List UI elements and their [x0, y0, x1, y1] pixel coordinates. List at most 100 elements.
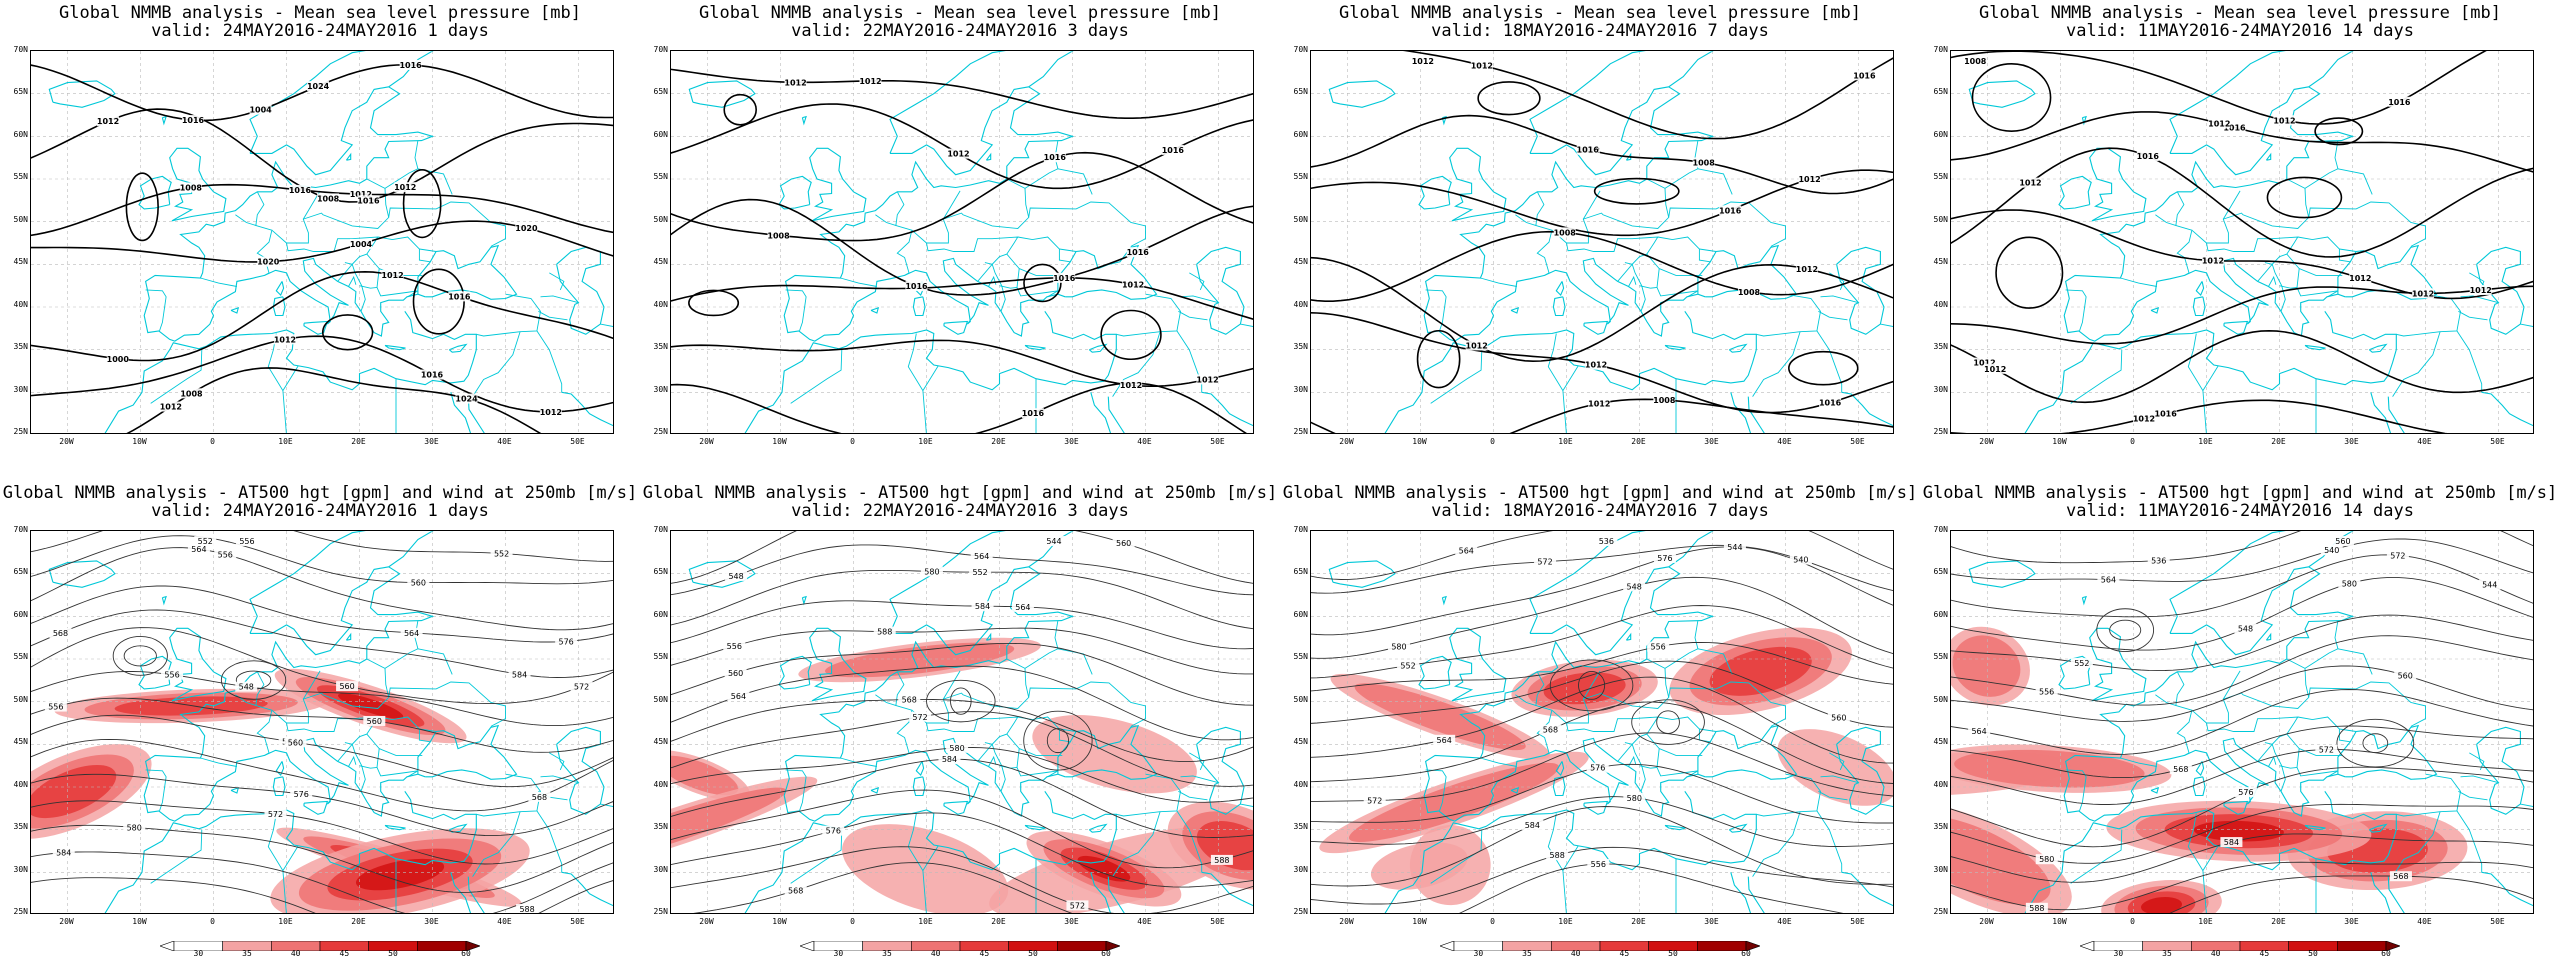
contours	[31, 531, 613, 913]
contour-label-bg	[357, 195, 380, 206]
border	[1028, 681, 1146, 727]
lat-tick-label: 65N	[653, 87, 668, 97]
border	[540, 295, 579, 304]
contour-cell	[1023, 710, 1093, 771]
contour-label-bg	[2208, 118, 2231, 129]
contour-line	[31, 270, 613, 362]
border	[2222, 670, 2241, 700]
contour-label-bg	[1798, 174, 1821, 185]
contour-line	[1311, 230, 1893, 302]
border	[2070, 829, 2123, 884]
border	[1178, 310, 1208, 321]
coastline	[1024, 344, 1046, 351]
contour-label: 1020	[257, 258, 280, 267]
contour-label-bg	[2234, 787, 2257, 798]
contour-label-bg	[767, 230, 790, 241]
contour-label-bg	[2169, 764, 2192, 775]
border	[790, 349, 843, 404]
contour-label-bg	[1521, 819, 1544, 830]
border	[407, 770, 419, 778]
colorbar-label: 30	[2113, 949, 2124, 958]
contour-label: 1016	[1162, 146, 1185, 155]
border	[1816, 810, 1843, 873]
contour-label: 564	[974, 552, 989, 561]
contour-label: 580	[924, 567, 939, 576]
border	[1687, 770, 1699, 778]
contour-label: 1012	[97, 117, 119, 126]
contour-label: 576	[2238, 788, 2253, 797]
contour-label: 1016	[2388, 98, 2411, 107]
colorbar-label: 35	[242, 949, 252, 958]
border	[2279, 765, 2298, 769]
lat-tick-label: 50N	[1293, 694, 1308, 704]
contour-label: 572	[574, 682, 589, 691]
contour-label: 560	[367, 717, 382, 726]
coastline	[272, 776, 286, 797]
contour-label: 560	[339, 682, 354, 691]
contour-line	[671, 600, 1253, 650]
coastline	[2169, 531, 2354, 656]
contour-label: 1016	[448, 292, 471, 301]
contour-line	[671, 789, 1253, 869]
lat-tick-label: 45N	[653, 737, 668, 747]
contour-label: 576	[559, 637, 574, 646]
contour-line	[671, 642, 1253, 706]
contour-cell	[2266, 176, 2343, 219]
lon-tick-label: 0	[850, 437, 855, 446]
contour-label-bg	[2220, 837, 2243, 848]
contour-label: 1016	[421, 371, 444, 380]
wind-speed-area	[1077, 855, 1131, 882]
contour-label-bg	[2389, 871, 2412, 882]
map-area: 1012 1008 1012 1008 1012 1012 1012 1016 1012 1016…	[1310, 50, 1894, 434]
contour-cell	[1578, 670, 1606, 700]
border	[1699, 248, 1717, 252]
contour-line	[1951, 614, 2533, 672]
border	[384, 620, 419, 669]
contour-line	[1951, 554, 2533, 618]
contour-label-bg	[2025, 902, 2048, 913]
contour-line	[31, 824, 613, 893]
lat-tick-label: 55N	[1293, 652, 1308, 662]
contour-cell	[402, 169, 442, 239]
contour-label-bg	[1586, 762, 1609, 773]
border	[911, 658, 1030, 724]
contour-label: 556	[1650, 643, 1665, 652]
contour-label-bg	[2320, 545, 2343, 556]
coastline	[1088, 823, 1108, 833]
contour-label: 1012	[1412, 57, 1434, 66]
border	[1551, 178, 1670, 244]
contour-label: 1024	[307, 82, 330, 91]
border	[271, 178, 390, 244]
contour-cell	[1656, 710, 1680, 734]
border	[1547, 333, 1564, 391]
contour-label-bg	[288, 184, 311, 195]
contour-cell	[321, 314, 374, 351]
contour-cell	[2096, 608, 2155, 652]
contour-label: 568	[902, 696, 917, 705]
contour-cell	[1995, 236, 2064, 309]
coastline	[1196, 726, 1245, 815]
border	[785, 289, 807, 332]
contour-cell	[1046, 728, 1069, 754]
coastline	[2265, 152, 2272, 161]
contour-label-bg	[938, 754, 961, 765]
colorbar-label: 45	[339, 949, 350, 958]
colorbar-label: 45	[2259, 949, 2270, 958]
panel-title: Global NMMB analysis - Mean sea level pr…	[1979, 3, 2501, 23]
contour-label-bg	[97, 116, 120, 127]
contour-line	[671, 698, 1253, 763]
contour-label-bg	[214, 549, 237, 560]
contour-label: 544	[1046, 537, 1061, 546]
lat-tick-label: 25N	[1933, 907, 1948, 917]
contour-label: 1016	[1053, 274, 1076, 283]
lat-tick-label: 70N	[653, 45, 668, 54]
border	[472, 811, 521, 877]
border	[977, 742, 994, 762]
coastline	[417, 724, 518, 780]
contour-label: 1016	[1853, 71, 1876, 80]
border	[200, 757, 237, 767]
contour-label: 536	[2151, 557, 2166, 566]
contour-label: 580	[127, 823, 142, 832]
border	[417, 648, 453, 675]
lat-tick-label: 35N	[653, 342, 668, 352]
